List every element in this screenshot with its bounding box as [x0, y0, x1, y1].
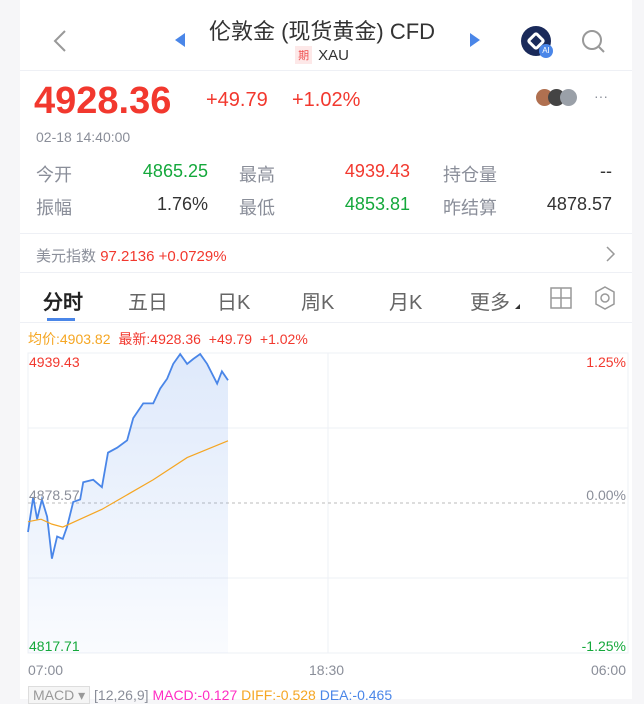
usd-index-change: +0.0729%	[158, 248, 227, 265]
stat-label: 振幅	[36, 198, 72, 218]
divider	[20, 322, 632, 323]
usd-index-row[interactable]: 美元指数 97.2136 +0.0729%	[36, 245, 227, 266]
price-change: +49.79	[206, 89, 268, 111]
x-tick: 06:00	[590, 662, 626, 678]
stat-value: 4939.43	[344, 161, 410, 181]
stat-label: 今开	[36, 165, 72, 185]
stat-value: --	[600, 161, 612, 181]
search-icon[interactable]	[580, 28, 606, 54]
intraday-chart[interactable]	[0, 340, 644, 670]
price-line	[27, 352, 229, 559]
ai-assistant-button[interactable]: AI	[521, 26, 553, 58]
last-price: 4928.36	[34, 80, 172, 122]
legend-avg: 均价:4903.82	[28, 331, 111, 347]
avg-price-line	[27, 440, 229, 528]
price-area	[28, 354, 228, 653]
divider	[20, 233, 632, 234]
indicator-row: MACD ▾ [12,26,9] MACD:-0.127 DIFF:-0.528…	[28, 686, 393, 704]
more-button[interactable]: ···	[594, 88, 608, 104]
pct-label-bottom: -1.25%	[581, 638, 626, 654]
ai-badge: AI	[539, 44, 553, 58]
price-change-pct: +1.02%	[292, 89, 361, 111]
chevron-right-icon[interactable]	[604, 245, 616, 263]
stat-value: 4853.81	[344, 194, 410, 214]
y-label-mid: 4878.57	[29, 487, 80, 503]
stat-value: 4878.57	[546, 194, 612, 214]
chart-legend: 均价:4903.82 最新:4928.36 +49.79 +1.02%	[28, 329, 308, 349]
stat-value: 1.76%	[156, 194, 208, 214]
active-tab-indicator	[47, 318, 75, 321]
tab-1[interactable]: 五日	[128, 292, 168, 314]
indicator-params: [12,26,9]	[94, 687, 149, 703]
grid-layout-icon[interactable]	[550, 287, 572, 309]
futures-tag: 期	[295, 46, 313, 64]
tab-4[interactable]: 月K	[389, 292, 423, 314]
divider	[20, 272, 632, 273]
symbol: 期 XAU	[0, 46, 644, 64]
symbol-code: XAU	[318, 47, 349, 64]
pct-label-top: 1.25%	[586, 354, 626, 370]
settings-icon[interactable]	[594, 286, 616, 310]
legend-pct: +1.02%	[259, 331, 308, 347]
tab-2[interactable]: 日K	[217, 292, 251, 314]
indicator-name: MACD	[33, 687, 75, 703]
dropdown-icon	[515, 304, 520, 309]
diff-value: DIFF:-0.528	[241, 687, 316, 703]
next-arrow-icon[interactable]	[470, 33, 480, 47]
legend-change: +49.79	[208, 331, 252, 347]
tab-3[interactable]: 周K	[301, 292, 335, 314]
usd-index-value: 97.2136	[100, 248, 155, 265]
stat-label: 最高	[239, 165, 275, 185]
tab-0[interactable]: 分时	[43, 292, 83, 314]
pct-label-mid: 0.00%	[586, 487, 626, 503]
prev-arrow-icon[interactable]	[175, 33, 185, 47]
dea-value: DEA:-0.465	[319, 687, 393, 703]
tab-5[interactable]: 更多	[470, 292, 510, 314]
y-label-bottom: 4817.71	[29, 638, 80, 654]
stat-label: 持仓量	[443, 165, 497, 185]
stat-label: 昨结算	[443, 198, 497, 218]
y-label-top: 4939.43	[29, 354, 80, 370]
usd-index-label: 美元指数	[36, 248, 97, 265]
page-title: 伦敦金 (现货黄金) CFD	[208, 19, 436, 44]
x-tick: 18:30	[309, 662, 345, 678]
stat-value: 4865.25	[142, 161, 208, 181]
avatar	[560, 89, 577, 106]
macd-value: MACD:-0.127	[152, 687, 238, 703]
legend-last: 最新:4928.36	[118, 331, 201, 347]
stat-label: 最低	[239, 198, 275, 218]
divider	[20, 70, 632, 71]
indicator-select[interactable]: MACD ▾	[28, 686, 91, 704]
back-icon[interactable]	[50, 28, 70, 54]
x-tick: 07:00	[28, 662, 64, 678]
quote-time: 02-18 14:40:00	[36, 129, 131, 145]
